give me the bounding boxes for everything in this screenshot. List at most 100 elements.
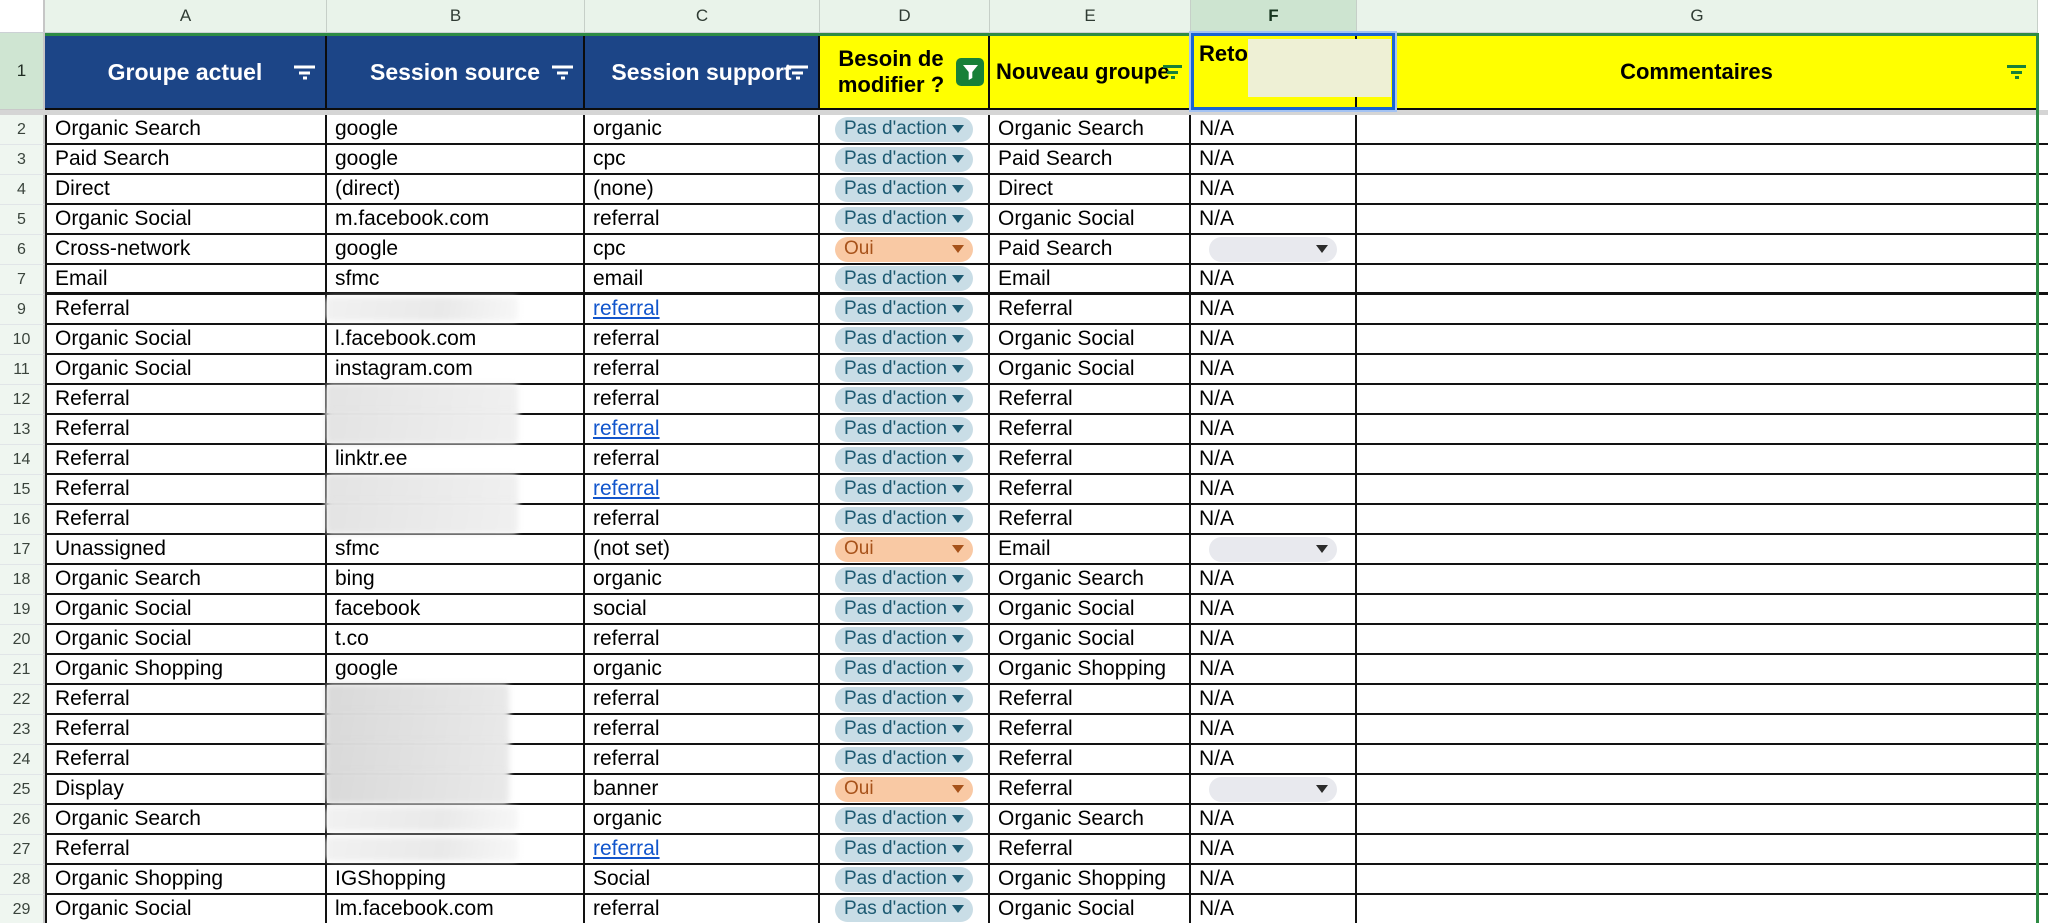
cell-groupe-actuel[interactable]: Referral (45, 715, 327, 745)
row-header[interactable]: 5 (0, 205, 45, 235)
cell-session-support[interactable]: referral (585, 445, 820, 475)
cell-commentaires[interactable] (1357, 745, 2048, 775)
empty-dropdown-chip[interactable] (1209, 776, 1337, 802)
cell-commentaires[interactable] (1357, 265, 2048, 295)
column-header-d[interactable]: D (820, 0, 990, 33)
cell-groupe-actuel[interactable]: Unassigned (45, 535, 327, 565)
cell-session-support[interactable]: cpc (585, 235, 820, 265)
cell-besoin-modifier[interactable]: Pas d'action (820, 325, 990, 355)
cell-commentaires[interactable] (1357, 205, 2048, 235)
row-header[interactable]: 11 (0, 355, 45, 385)
cell-besoin-modifier[interactable]: Pas d'action (820, 835, 990, 865)
cell-commentaires[interactable] (1357, 715, 2048, 745)
cell-besoin-modifier[interactable]: Pas d'action (820, 415, 990, 445)
dropdown-chip[interactable]: Oui (835, 776, 973, 802)
cell-groupe-actuel[interactable]: Email (45, 265, 327, 295)
cell-commentaires[interactable] (1357, 625, 2048, 655)
dropdown-chip[interactable]: Pas d'action (835, 596, 973, 622)
cell-besoin-modifier[interactable]: Pas d'action (820, 475, 990, 505)
cell-groupe-actuel[interactable]: Organic Social (45, 595, 327, 625)
cell-nouveau-groupe[interactable]: Email (990, 535, 1191, 565)
cell-session-source[interactable]: google (327, 655, 585, 685)
row-header[interactable]: 29 (0, 895, 45, 923)
cell-nouveau-groupe[interactable]: Paid Search (990, 235, 1191, 265)
row-header[interactable]: 26 (0, 805, 45, 835)
cell-commentaires[interactable] (1357, 415, 2048, 445)
cell-retour[interactable]: N/A (1191, 205, 1357, 235)
cell-retour[interactable]: N/A (1191, 265, 1357, 295)
cell-session-support[interactable]: (not set) (585, 535, 820, 565)
column-header-g[interactable]: G (1357, 0, 2038, 33)
cell-besoin-modifier[interactable]: Pas d'action (820, 565, 990, 595)
cell-commentaires[interactable] (1357, 235, 2048, 265)
cell-nouveau-groupe[interactable]: Organic Search (990, 565, 1191, 595)
row-header[interactable]: 17 (0, 535, 45, 565)
cell-session-support[interactable]: organic (585, 805, 820, 835)
cell-session-support[interactable]: referral (585, 205, 820, 235)
dropdown-chip[interactable]: Pas d'action (835, 416, 973, 442)
cell-commentaires[interactable] (1357, 325, 2048, 355)
cell-retour[interactable]: N/A (1191, 715, 1357, 745)
cell-groupe-actuel[interactable]: Referral (45, 475, 327, 505)
dropdown-chip[interactable]: Pas d'action (835, 476, 973, 502)
row-header[interactable]: 4 (0, 175, 45, 205)
cell-besoin-modifier[interactable]: Pas d'action (820, 865, 990, 895)
cell-session-source[interactable]: (direct) (327, 175, 585, 205)
header-cell-nouveau-groupe[interactable]: Nouveau groupe (990, 36, 1191, 110)
frozen-row-divider[interactable] (0, 110, 2048, 115)
row-header[interactable]: 21 (0, 655, 45, 685)
cell-retour[interactable]: N/A (1191, 385, 1357, 415)
dropdown-chip[interactable]: Pas d'action (835, 386, 973, 412)
cell-nouveau-groupe[interactable]: Organic Social (990, 325, 1191, 355)
cell-besoin-modifier[interactable]: Pas d'action (820, 355, 990, 385)
row-header[interactable]: 14 (0, 445, 45, 475)
cell-retour[interactable]: N/A (1191, 805, 1357, 835)
cell-nouveau-groupe[interactable]: Organic Social (990, 355, 1191, 385)
cell-session-support[interactable]: referral (585, 415, 820, 445)
cell-session-support[interactable]: referral (585, 385, 820, 415)
cell-groupe-actuel[interactable]: Organic Shopping (45, 865, 327, 895)
referral-link[interactable]: referral (593, 417, 660, 440)
row-header[interactable]: 28 (0, 865, 45, 895)
cell-nouveau-groupe[interactable]: Referral (990, 415, 1191, 445)
cell-commentaires[interactable] (1357, 505, 2048, 535)
cell-besoin-modifier[interactable]: Pas d'action (820, 715, 990, 745)
cell-retour[interactable]: N/A (1191, 145, 1357, 175)
cell-retour[interactable]: N/A (1191, 475, 1357, 505)
cell-retour[interactable]: N/A (1191, 295, 1357, 325)
cell-session-source[interactable] (326, 295, 585, 325)
cell-nouveau-groupe[interactable]: Direct (990, 175, 1191, 205)
cell-retour[interactable]: N/A (1191, 595, 1357, 625)
cell-session-support[interactable]: organic (585, 565, 820, 595)
cell-session-source[interactable]: IGShopping (327, 865, 585, 895)
cell-besoin-modifier[interactable]: Pas d'action (820, 385, 990, 415)
filter-lines-icon[interactable] (293, 64, 317, 81)
cell-nouveau-groupe[interactable]: Referral (990, 685, 1191, 715)
row-header[interactable]: 24 (0, 745, 45, 775)
cell-besoin-modifier[interactable]: Pas d'action (820, 685, 990, 715)
cell-groupe-actuel[interactable]: Organic Search (45, 115, 327, 145)
cell-nouveau-groupe[interactable]: Referral (990, 295, 1191, 325)
row-header[interactable]: 15 (0, 475, 45, 505)
cell-besoin-modifier[interactable]: Pas d'action (820, 205, 990, 235)
cell-session-support[interactable]: referral (585, 295, 820, 325)
cell-nouveau-groupe[interactable]: Referral (990, 445, 1191, 475)
cell-commentaires[interactable] (1357, 565, 2048, 595)
cell-retour[interactable]: N/A (1191, 325, 1357, 355)
cell-groupe-actuel[interactable]: Organic Social (45, 205, 327, 235)
cell-session-support[interactable]: referral (585, 355, 820, 385)
dropdown-chip[interactable]: Pas d'action (835, 626, 973, 652)
cell-retour[interactable]: N/A (1191, 505, 1357, 535)
cell-groupe-actuel[interactable]: Cross-network (45, 235, 327, 265)
cell-retour[interactable]: N/A (1191, 415, 1357, 445)
cell-retour[interactable]: N/A (1191, 745, 1357, 775)
row-header[interactable]: 18 (0, 565, 45, 595)
dropdown-chip[interactable]: Pas d'action (835, 176, 973, 202)
cell-commentaires[interactable] (1357, 535, 2048, 565)
cell-commentaires[interactable] (1357, 865, 2048, 895)
cell-session-source[interactable]: instagram.com (327, 355, 585, 385)
cell-session-source[interactable]: lm.facebook.com (327, 895, 585, 923)
cell-retour[interactable]: N/A (1191, 835, 1357, 865)
cell-retour[interactable] (1191, 775, 1357, 805)
cell-retour[interactable]: N/A (1191, 355, 1357, 385)
